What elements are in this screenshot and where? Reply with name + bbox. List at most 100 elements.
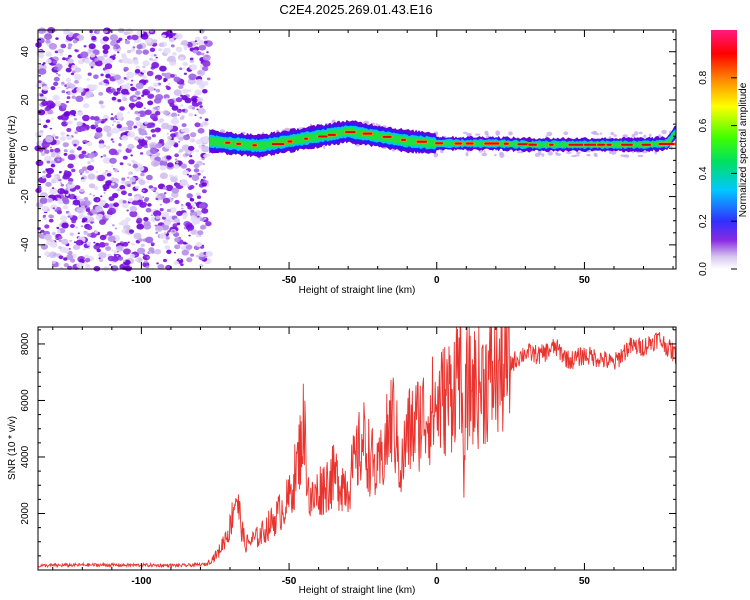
noise-speck xyxy=(136,223,144,230)
noise-speck xyxy=(179,109,182,111)
noise-speck xyxy=(126,49,132,54)
spectrogram-y-ticks: -40 -20 0 20 40 xyxy=(20,39,676,270)
noise-speck xyxy=(38,53,45,59)
noise-speck xyxy=(39,130,44,133)
noise-speck xyxy=(125,86,129,89)
ridge-core-red xyxy=(287,140,293,143)
noise-speck xyxy=(142,89,151,96)
noise-speck xyxy=(67,163,74,169)
noise-speck xyxy=(74,49,78,52)
noise-speck xyxy=(111,256,119,262)
ridge-halo-speck xyxy=(637,154,644,158)
noise-speck xyxy=(105,73,111,79)
noise-speck xyxy=(199,105,203,108)
noise-speck xyxy=(50,153,56,158)
noise-speck xyxy=(183,47,187,50)
noise-speck xyxy=(157,107,161,110)
noise-speck xyxy=(202,89,208,94)
noise-speck xyxy=(172,116,177,119)
noise-speck xyxy=(178,258,181,261)
colorbar-tick-label: 0.6 xyxy=(698,118,709,132)
noise-speck xyxy=(201,120,209,127)
noise-speck xyxy=(170,133,176,138)
noise-speck xyxy=(66,82,72,87)
noise-speck xyxy=(52,133,56,136)
noise-speck xyxy=(175,46,183,53)
noise-speck xyxy=(201,145,210,153)
noise-speck xyxy=(54,147,61,153)
colorbar-tick-label: 0.8 xyxy=(698,70,709,84)
noise-speck xyxy=(194,202,197,204)
noise-speck xyxy=(76,262,84,269)
noise-speck xyxy=(121,177,126,181)
noise-speck xyxy=(155,56,158,59)
noise-speck xyxy=(135,90,141,96)
colorbar-tick-label: 0.2 xyxy=(698,214,709,228)
noise-speck xyxy=(195,254,199,258)
ridge-core-red xyxy=(271,143,285,146)
ridge-halo-speck xyxy=(622,134,628,138)
noise-speck xyxy=(130,154,133,157)
noise-speck xyxy=(129,253,135,259)
noise-speck xyxy=(188,112,194,117)
noise-speck xyxy=(57,86,60,89)
noise-speck xyxy=(95,127,103,133)
noise-speck xyxy=(66,135,73,141)
noise-speck xyxy=(49,148,54,153)
noise-speck xyxy=(191,106,196,110)
ridge-halo-speck xyxy=(620,154,626,157)
noise-speck xyxy=(88,61,96,67)
noise-speck xyxy=(66,100,69,104)
noise-speck xyxy=(175,97,183,103)
noise-speck xyxy=(193,94,196,96)
noise-speck xyxy=(117,149,122,153)
noise-speck xyxy=(100,73,104,77)
noise-speck xyxy=(54,50,59,54)
noise-speck xyxy=(155,152,161,157)
noise-speck xyxy=(190,229,197,235)
y-tick-label: 0 xyxy=(20,145,31,151)
noise-speck xyxy=(132,59,139,65)
noise-speck xyxy=(71,70,76,74)
noise-speck xyxy=(89,53,96,58)
noise-speck xyxy=(128,197,134,203)
noise-speck xyxy=(110,182,115,186)
colorbar-ticks: 0.0 0.2 0.4 0.6 0.8 xyxy=(698,70,737,276)
ridge-core-red xyxy=(435,142,444,145)
noise-speck xyxy=(78,153,85,159)
noise-speck xyxy=(179,104,184,107)
x-tick-label: -50 xyxy=(282,576,297,587)
noise-speck xyxy=(150,129,156,133)
noise-speck xyxy=(98,100,104,105)
noise-speck xyxy=(45,173,52,179)
noise-speck xyxy=(147,86,155,92)
noise-speck xyxy=(123,66,129,72)
noise-speck xyxy=(188,174,192,178)
noise-speck xyxy=(180,163,188,169)
noise-speck xyxy=(174,218,181,223)
ridge-halo-speck xyxy=(323,145,326,150)
noise-speck xyxy=(44,251,51,257)
noise-speck xyxy=(170,176,178,183)
noise-speck xyxy=(92,221,95,224)
noise-speck xyxy=(123,77,127,80)
noise-speck xyxy=(135,177,139,180)
noise-speck xyxy=(134,136,140,141)
noise-speck xyxy=(200,178,204,181)
noise-speck xyxy=(143,217,149,222)
snr-y-ticks: 2000 4000 6000 8000 xyxy=(20,329,676,557)
noise-speck xyxy=(153,82,159,88)
noise-speck xyxy=(119,162,124,166)
noise-speck xyxy=(159,233,167,240)
noise-speck xyxy=(183,134,191,141)
noise-speck xyxy=(37,27,46,34)
noise-speck xyxy=(138,139,148,147)
noise-speck xyxy=(198,203,206,209)
noise-speck xyxy=(49,187,58,195)
noise-speck xyxy=(102,36,110,42)
noise-speck xyxy=(63,257,68,261)
noise-speck xyxy=(85,88,90,92)
ridge-core-red xyxy=(641,143,652,146)
noise-speck xyxy=(68,120,73,125)
noise-speck xyxy=(203,40,208,44)
